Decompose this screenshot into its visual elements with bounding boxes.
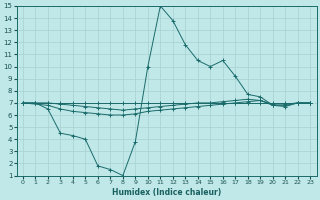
X-axis label: Humidex (Indice chaleur): Humidex (Indice chaleur) [112, 188, 221, 197]
